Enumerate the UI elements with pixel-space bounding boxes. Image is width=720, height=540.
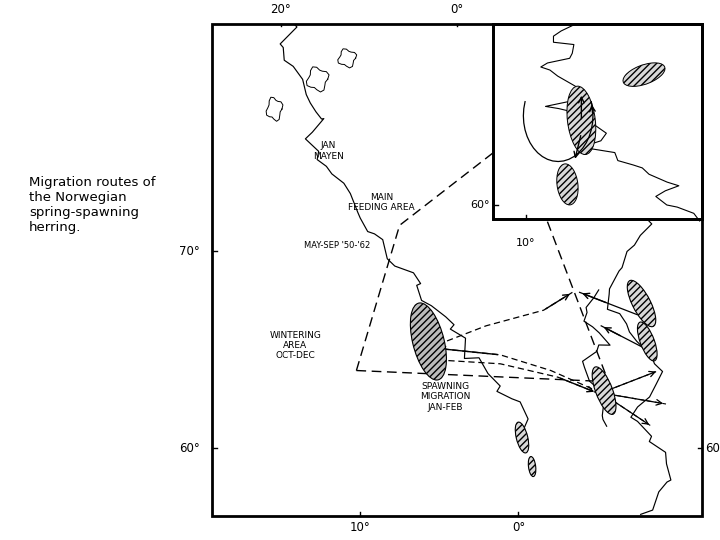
Text: 60°: 60° [179, 442, 200, 455]
Ellipse shape [410, 303, 446, 380]
Text: MAY-SEP '50-'62: MAY-SEP '50-'62 [304, 241, 370, 250]
Bar [493, 24, 702, 219]
Ellipse shape [627, 280, 656, 327]
Ellipse shape [623, 63, 665, 86]
Text: WINTERING
AREA
OCT-DEC: WINTERING AREA OCT-DEC [269, 330, 321, 361]
Text: 70°: 70° [179, 245, 200, 258]
Bar [212, 24, 702, 516]
Ellipse shape [557, 164, 578, 205]
Text: 0°: 0° [451, 3, 464, 16]
Text: 60°: 60° [470, 200, 490, 210]
Text: MAIN
FEEDING AREA: MAIN FEEDING AREA [348, 193, 415, 212]
Text: JAN
MAYEN: JAN MAYEN [313, 141, 343, 161]
Text: 10°: 10° [350, 521, 370, 534]
Bar [493, 24, 702, 219]
Text: SPAWNING
MIGRATION
JAN-FEB: SPAWNING MIGRATION JAN-FEB [420, 382, 470, 412]
Text: 60°: 60° [706, 442, 720, 455]
Text: 0°: 0° [512, 521, 525, 534]
Text: Migration routes of
the Norwegian
spring-spawning
herring.: Migration routes of the Norwegian spring… [29, 176, 156, 234]
Ellipse shape [637, 322, 657, 361]
Text: 20°: 20° [271, 3, 291, 16]
Ellipse shape [516, 422, 528, 453]
Ellipse shape [592, 367, 616, 414]
Ellipse shape [567, 86, 595, 154]
Ellipse shape [528, 456, 536, 477]
Text: 10°: 10° [516, 238, 536, 248]
